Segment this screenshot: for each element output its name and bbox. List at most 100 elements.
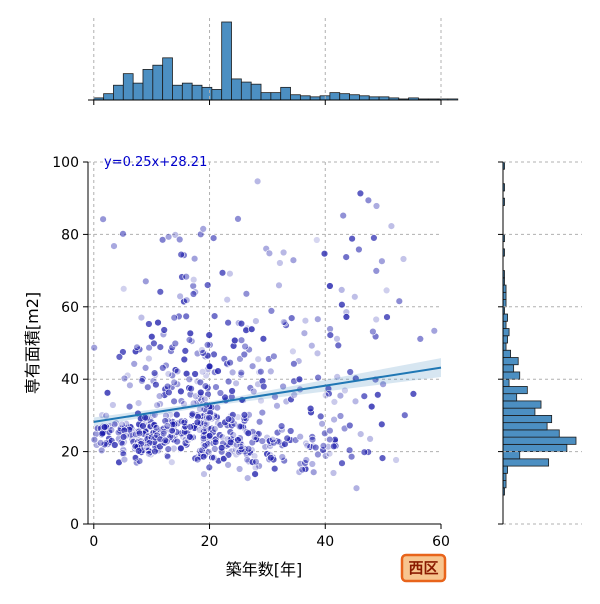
y-hist-bar xyxy=(502,335,508,344)
x-hist-bar xyxy=(132,82,144,101)
y-hist-bar xyxy=(502,364,515,373)
scatter-point xyxy=(197,230,205,239)
scatter-point xyxy=(258,437,266,445)
scatter-point xyxy=(176,235,184,244)
scatter-point xyxy=(135,429,144,437)
scatter-point xyxy=(99,215,107,223)
scatter-point xyxy=(366,435,374,443)
scatter-point xyxy=(351,397,360,405)
scatter-point xyxy=(201,395,209,403)
scatter-point xyxy=(289,256,298,264)
scatter-point xyxy=(241,342,249,351)
x-hist-bar xyxy=(162,57,173,101)
scatter-point xyxy=(273,402,281,410)
scatter-point xyxy=(231,336,239,345)
scatter-point xyxy=(145,354,153,363)
scatter-point xyxy=(197,388,205,397)
scatter-point xyxy=(173,367,182,376)
y-hist-bar xyxy=(502,349,512,358)
scatter-point xyxy=(135,447,143,455)
x-marginal-histogram xyxy=(88,18,459,105)
scatter-point xyxy=(173,437,181,446)
x-hist-bar xyxy=(359,95,370,101)
scatter-point xyxy=(210,454,218,462)
scatter-point xyxy=(224,451,233,459)
scatter-point xyxy=(346,368,354,376)
scatter-point xyxy=(145,320,153,328)
x-hist-bar xyxy=(221,21,232,101)
scatter-point xyxy=(198,368,207,376)
scatter-point xyxy=(326,427,334,435)
scatter-point xyxy=(110,242,118,250)
scatter-point xyxy=(93,424,102,433)
scatter-point xyxy=(352,484,361,492)
scatter-point xyxy=(283,434,291,442)
scatter-point xyxy=(298,466,306,474)
scatter-point xyxy=(96,439,105,447)
scatter-point xyxy=(333,373,341,381)
scatter-point xyxy=(237,319,246,328)
scatter-point xyxy=(235,422,244,431)
regression-line-group xyxy=(93,366,442,423)
scatter-point xyxy=(196,426,204,434)
y-marginal-histogram xyxy=(498,161,582,525)
scatter-point xyxy=(120,374,129,383)
scatter-point xyxy=(255,418,264,426)
scatter-point xyxy=(268,435,277,444)
region-badge: 西区 xyxy=(400,553,447,583)
scatter-point xyxy=(160,429,168,438)
scatter-point xyxy=(119,450,128,458)
x-hist-bar xyxy=(240,81,252,101)
axes-layer: 0 20 40 60 0 20 40 60 80 100 xyxy=(52,155,450,550)
scatter-point xyxy=(120,455,129,464)
scatter-point xyxy=(196,378,205,386)
scatter-point xyxy=(387,222,396,230)
scatter-point xyxy=(187,385,195,393)
x-hist-bar xyxy=(152,64,164,101)
x-hist-bar xyxy=(280,86,291,101)
scatter-point xyxy=(185,336,194,344)
scatter-point xyxy=(357,430,365,438)
scatter-point xyxy=(216,389,225,397)
scatter-point xyxy=(213,404,222,412)
x-hist-bar xyxy=(211,89,223,101)
scatter-point xyxy=(322,391,330,400)
scatter-point xyxy=(168,458,176,466)
scatter-point xyxy=(325,450,334,458)
scatter-point xyxy=(237,336,246,344)
scatter-point xyxy=(205,463,214,472)
scatter-point xyxy=(193,418,202,427)
scatter-point xyxy=(152,424,161,432)
scatter-point xyxy=(252,317,260,325)
scatter-point xyxy=(145,439,154,447)
scatter-point xyxy=(313,236,321,244)
x-tick-label: 0 xyxy=(89,534,98,550)
scatter-point xyxy=(267,454,275,462)
scatter-point xyxy=(119,285,128,293)
scatter-point xyxy=(275,281,283,289)
scatter-point xyxy=(251,433,259,441)
scatter-point xyxy=(232,379,240,387)
scatter-point xyxy=(303,441,311,450)
scatter-point xyxy=(392,456,400,464)
scatter-point xyxy=(126,381,134,389)
scatter-point xyxy=(278,453,286,461)
scatter-point xyxy=(131,347,140,356)
scatter-point xyxy=(341,386,349,395)
scatter-point xyxy=(260,382,268,391)
scatter-point xyxy=(314,315,322,323)
scatter-point xyxy=(160,326,168,334)
scatter-point xyxy=(224,377,233,386)
scatter-point xyxy=(279,248,288,257)
scatter-point xyxy=(306,404,315,413)
scatter-point xyxy=(148,333,156,341)
scatter-point xyxy=(308,435,317,444)
scatter-point xyxy=(186,423,195,431)
scatter-point xyxy=(290,360,298,368)
scatter-point xyxy=(240,350,249,359)
scatter-point xyxy=(201,382,210,390)
scatter-point xyxy=(119,433,128,441)
scatter-point xyxy=(151,447,159,456)
scatter-point xyxy=(171,231,180,239)
scatter-point xyxy=(192,392,200,400)
